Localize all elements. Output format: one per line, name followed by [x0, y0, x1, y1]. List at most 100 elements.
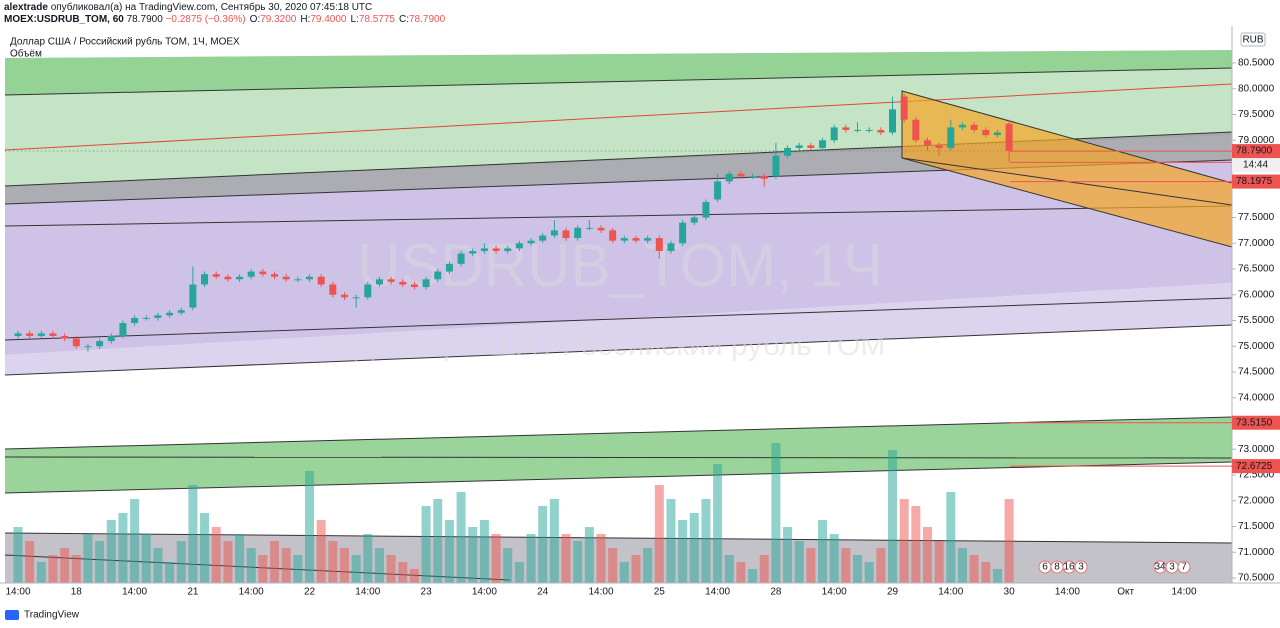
volume-bar — [608, 548, 618, 583]
ohlc-value: 79.3200 — [260, 14, 297, 25]
volume-bar — [95, 541, 105, 583]
candle-body — [154, 315, 162, 318]
event-label: 6 — [1042, 562, 1048, 573]
candle-body — [422, 279, 430, 288]
candle-body — [201, 274, 209, 285]
candle-body — [772, 155, 780, 177]
candle-body — [457, 253, 465, 264]
volume-bar — [491, 534, 501, 583]
candle-body — [819, 140, 827, 148]
x-tick-label: 14:00 — [472, 587, 497, 598]
candle-body — [585, 227, 593, 229]
volume-bar — [433, 499, 443, 583]
candle-body — [224, 276, 232, 280]
candle-body — [515, 243, 523, 249]
event-badge — [1074, 560, 1088, 574]
candle-body — [49, 333, 57, 336]
volume-bar — [922, 527, 932, 583]
candle-body — [212, 274, 220, 277]
volume-bar — [363, 534, 373, 583]
volume-bar — [969, 555, 979, 583]
candle-body — [620, 238, 628, 241]
channel-purple — [5, 160, 1232, 355]
ohlc-value: 78.7900 — [409, 14, 446, 25]
volume-bar — [176, 541, 186, 583]
volume-bar — [619, 562, 629, 583]
x-tick-label: 14:00 — [938, 587, 963, 598]
y-tick-label: 74.5000 — [1238, 367, 1275, 378]
y-tick-label: 75.0000 — [1238, 341, 1275, 352]
candle-body — [166, 312, 174, 316]
volume-bar — [864, 562, 874, 583]
y-tick-label: 76.0000 — [1238, 289, 1275, 300]
candle-body — [574, 227, 582, 239]
candle-body — [259, 271, 267, 275]
volume-bar — [981, 562, 991, 583]
last: 78.7900 — [127, 14, 164, 25]
y-tick-label: 74.0000 — [1238, 392, 1275, 403]
volume-bar — [223, 541, 233, 583]
published: опубликовал(а) на TradingView.com, Сентя… — [51, 1, 373, 13]
candle-body — [737, 173, 745, 177]
ohlc-value: 79.4000 — [310, 14, 347, 25]
trend-line — [4, 532, 1232, 544]
ohlc-label: C: — [399, 14, 409, 25]
x-tick-label: 22 — [304, 587, 316, 598]
y-axis: 80.5000 80.0000 79.5000 79.0000 77.5000 77.00… — [1010, 58, 1280, 584]
candle-body — [492, 248, 500, 251]
event-label: 3 — [1169, 562, 1175, 573]
currency: RUB — [1242, 35, 1263, 46]
volume-bar — [60, 548, 70, 583]
volume-bar — [36, 562, 46, 583]
candle-body — [131, 317, 139, 324]
volume-bar — [211, 527, 221, 583]
volume-bar — [281, 548, 291, 583]
candle-body — [900, 96, 908, 120]
trend-line — [4, 297, 1232, 341]
x-tick-label: 30 — [1004, 587, 1016, 598]
price-label: 78.7900 — [1236, 146, 1273, 157]
y-tick-label: 80.0000 — [1238, 83, 1275, 94]
volume-bar — [841, 548, 851, 583]
volume-bar — [689, 513, 699, 583]
volume-bar — [165, 562, 175, 583]
countdown: 14:44 — [1243, 160, 1268, 171]
candle-body — [375, 279, 383, 285]
candle-body — [760, 176, 768, 179]
y-tick-label: 79.5000 — [1238, 109, 1275, 120]
volume-bar — [188, 485, 198, 583]
volume-bar — [1004, 499, 1014, 583]
footer-brand: TradingView — [24, 610, 80, 621]
x-tick-label: 23 — [421, 587, 433, 598]
price-label: 73.5150 — [1236, 417, 1273, 428]
x-tick-label: 24 — [537, 587, 549, 598]
x-tick-label: 28 — [770, 587, 782, 598]
price-label-bg — [1232, 415, 1280, 430]
countdown-bg — [1232, 158, 1280, 173]
candle-body — [14, 333, 22, 336]
volume-bar — [316, 520, 326, 583]
volume-bar — [293, 555, 303, 583]
y-tick-label: 77.5000 — [1238, 212, 1275, 223]
candle-body — [632, 238, 640, 241]
candle-body — [749, 176, 757, 178]
series-title: Доллар США / Российский рубль ТОМ, 1Ч, M… — [10, 36, 240, 48]
candle-body — [714, 181, 722, 200]
candle-body — [970, 124, 978, 130]
candle-body — [189, 284, 197, 308]
y-tick-label: 80.5000 — [1238, 58, 1275, 69]
x-tick-label: 29 — [887, 587, 899, 598]
volume-bar — [783, 527, 793, 583]
candle-body — [61, 335, 69, 339]
volume-bar — [270, 541, 280, 583]
volume-bar — [398, 562, 408, 583]
watermark-name: Доллар США / Российский рубль ТОМ — [355, 329, 886, 362]
volume-bar — [724, 555, 734, 583]
volume-bar — [666, 499, 676, 583]
ohlc-value: 78.5775 — [359, 14, 396, 25]
candle-body — [107, 335, 115, 342]
candle-body — [352, 297, 360, 299]
volume-label: Объём — [10, 48, 42, 60]
candle-body — [679, 222, 687, 244]
event-label: 16 — [1063, 562, 1075, 573]
